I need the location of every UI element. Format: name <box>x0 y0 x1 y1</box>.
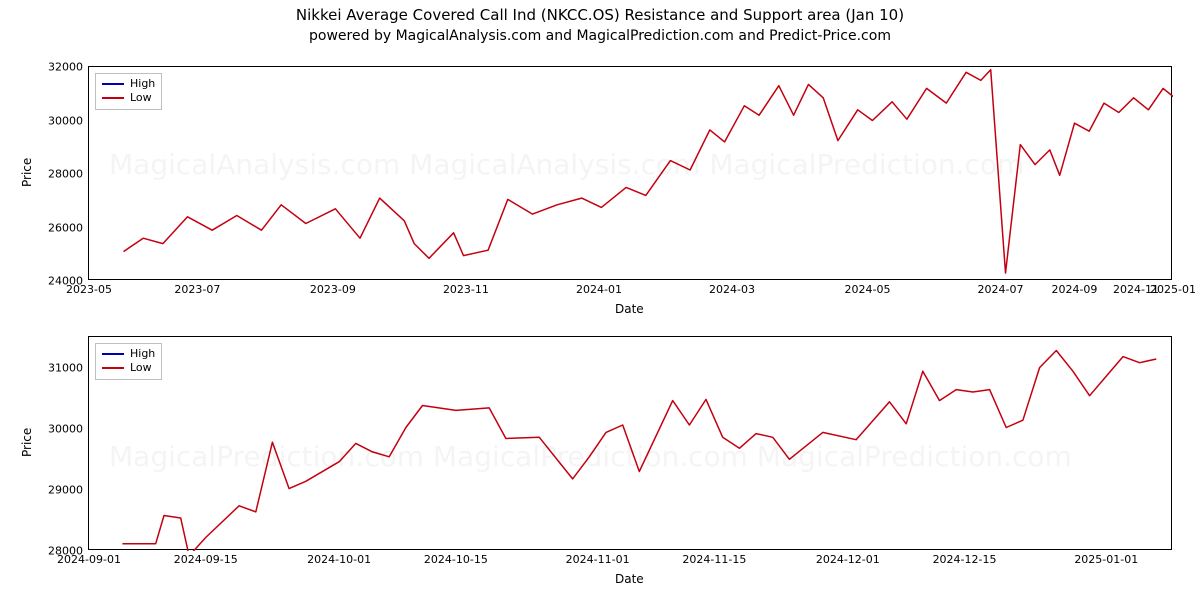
legend-item-high: High <box>102 77 155 91</box>
legend-label-high: High <box>130 347 155 361</box>
y-tick-label: 31000 <box>48 361 89 374</box>
legend-label-low: Low <box>130 361 152 375</box>
series-line <box>122 351 1156 552</box>
legend-item-high: High <box>102 347 155 361</box>
x-tick-label: 2025-01-01 <box>1074 549 1138 566</box>
x-tick-label: 2024-10-15 <box>424 549 488 566</box>
series-line <box>124 70 1174 273</box>
legend-swatch-low <box>102 367 124 369</box>
legend: High Low <box>95 343 162 380</box>
x-axis-label-top: Date <box>615 302 644 316</box>
y-tick-label: 28000 <box>48 168 89 181</box>
x-tick-label: 2024-09-01 <box>57 549 121 566</box>
y-tick-label: 30000 <box>48 114 89 127</box>
x-tick-label: 2023-05 <box>66 279 112 296</box>
x-tick-label: 2024-03 <box>709 279 755 296</box>
x-tick-label: 2023-11 <box>443 279 489 296</box>
y-tick-label: 32000 <box>48 61 89 74</box>
legend-swatch-high <box>102 83 124 85</box>
x-tick-label: 2024-09-15 <box>174 549 238 566</box>
legend-item-low: Low <box>102 361 155 375</box>
x-tick-label: 2024-05 <box>845 279 891 296</box>
x-tick-label: 2024-10-01 <box>307 549 371 566</box>
chart-subtitle: powered by MagicalAnalysis.com and Magic… <box>0 28 1200 44</box>
x-tick-label: 2024-11-01 <box>566 549 630 566</box>
y-tick-label: 26000 <box>48 221 89 234</box>
chart-panel-bottom: High Low MagicalPrediction.com MagicalPr… <box>88 336 1172 550</box>
x-tick-label: 2024-12-01 <box>816 549 880 566</box>
x-tick-label: 2024-01 <box>576 279 622 296</box>
x-tick-label: 2023-09 <box>310 279 356 296</box>
y-axis-label-bottom: Price <box>20 428 34 457</box>
y-axis-label-top: Price <box>20 158 34 187</box>
legend: High Low <box>95 73 162 110</box>
legend-label-low: Low <box>130 91 152 105</box>
x-axis-label-bottom: Date <box>615 572 644 586</box>
chart-svg-bottom <box>89 337 1173 551</box>
chart-title: Nikkei Average Covered Call Ind (NKCC.OS… <box>0 6 1200 24</box>
legend-label-high: High <box>130 77 155 91</box>
legend-swatch-high <box>102 353 124 355</box>
chart-svg-top <box>89 67 1173 281</box>
chart-panel-top: High Low MagicalAnalysis.com MagicalAnal… <box>88 66 1172 280</box>
x-tick-label: 2024-11-15 <box>682 549 746 566</box>
x-tick-label: 2025-01 <box>1150 279 1196 296</box>
y-tick-label: 30000 <box>48 422 89 435</box>
legend-swatch-low <box>102 97 124 99</box>
x-tick-label: 2023-07 <box>174 279 220 296</box>
y-tick-label: 29000 <box>48 483 89 496</box>
x-tick-label: 2024-12-15 <box>933 549 997 566</box>
x-tick-label: 2024-09 <box>1051 279 1097 296</box>
x-tick-label: 2024-07 <box>978 279 1024 296</box>
legend-item-low: Low <box>102 91 155 105</box>
